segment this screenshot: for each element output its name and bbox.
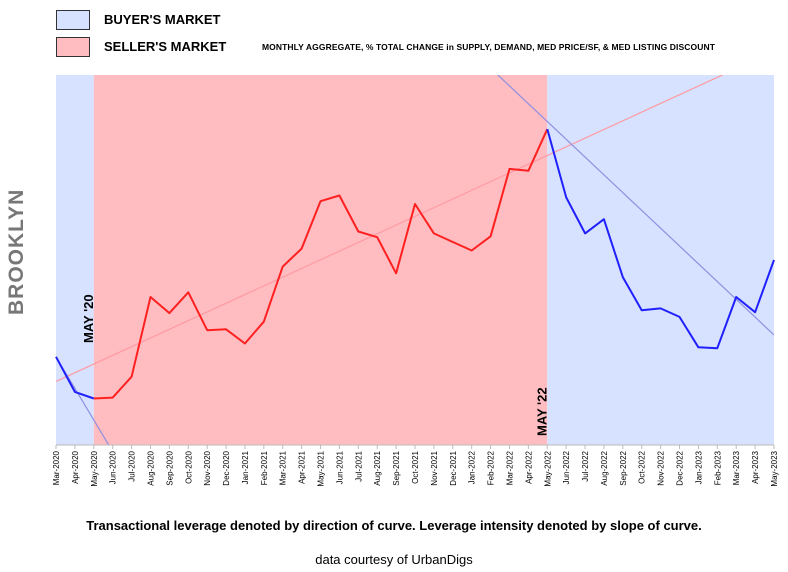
trendline-3 [497,75,774,336]
x-tick-label: Mar-2023 [732,450,741,485]
chart-caption: Transactional leverage denoted by direct… [86,518,702,533]
x-tick-label: Apr-2020 [71,450,80,483]
x-tick-label: Sep-2020 [165,450,174,485]
x-tick-label: Aug-2020 [146,450,155,485]
chart-subtitle: MONTHLY AGGREGATE, % TOTAL CHANGE in SUP… [262,42,715,52]
x-tick-label: Jul-2021 [354,450,363,481]
x-tick-label: Jul-2020 [128,450,137,481]
x-tick-label: Jun-2020 [109,450,118,484]
x-tick-label: Nov-2021 [430,450,439,485]
line-chart: Mar-2020 Apr-2020 May-2020 Jun-2020 Jul-2020… [52,75,779,487]
seller-legend-label: SELLER'S MARKET [104,39,227,54]
x-tick-label: Jan-2023 [694,450,703,484]
x-tick-label: May-2021 [317,450,326,486]
x-tick-label: Feb-2021 [260,450,269,485]
x-tick-label: May-2023 [770,450,779,486]
x-tick-label: Dec-2021 [449,450,458,485]
x-tick-label: Jun-2022 [562,450,571,484]
x-tick-label: Mar-2020 [52,450,61,485]
buyer-legend-label: BUYER'S MARKET [104,12,221,27]
x-tick-label: Jan-2022 [468,450,477,484]
buyer-market-region [547,75,774,445]
annotation-label: MAY '20 [81,294,96,343]
x-tick-label: May-2022 [543,450,552,486]
x-tick-label: Jun-2021 [335,450,344,484]
buyer-legend-swatch [56,10,90,30]
x-tick-label: May-2020 [90,450,99,486]
x-tick-label: Mar-2022 [505,450,514,485]
x-tick-label: Sep-2021 [392,450,401,485]
x-tick-label: Nov-2022 [657,450,666,485]
x-tick-label: Oct-2020 [184,450,193,483]
x-tick-label: Jan-2021 [241,450,250,484]
trendline-1 [56,75,724,382]
x-tick-label: Mar-2021 [279,450,288,485]
x-tick-label: Oct-2022 [638,450,647,483]
x-tick-label: Aug-2022 [600,450,609,485]
x-tick-label: Apr-2021 [298,450,307,483]
buyer-line-segment-1 [55,356,95,400]
x-tick-label: Oct-2021 [411,450,420,483]
seller-line-segment-2 [93,128,549,400]
annotation-label: MAY '22 [534,387,549,436]
x-tick-label: Dec-2022 [676,450,685,485]
x-tick-label: Feb-2022 [487,450,496,485]
x-tick-label: Feb-2023 [713,450,722,485]
buyer-market-region [56,75,94,445]
buyer-line-segment-3 [546,128,775,350]
x-tick-label: Apr-2023 [751,450,760,483]
x-tick-label: Apr-2022 [524,450,533,483]
x-tick-label: Aug-2021 [373,450,382,485]
data-credit: data courtesy of UrbanDigs [315,552,473,567]
x-tick-label: Nov-2020 [203,450,212,485]
x-tick-label: Sep-2022 [619,450,628,485]
x-tick-label: Dec-2020 [222,450,231,485]
seller-legend-swatch [56,37,90,57]
x-tick-label: Jul-2022 [581,450,590,481]
